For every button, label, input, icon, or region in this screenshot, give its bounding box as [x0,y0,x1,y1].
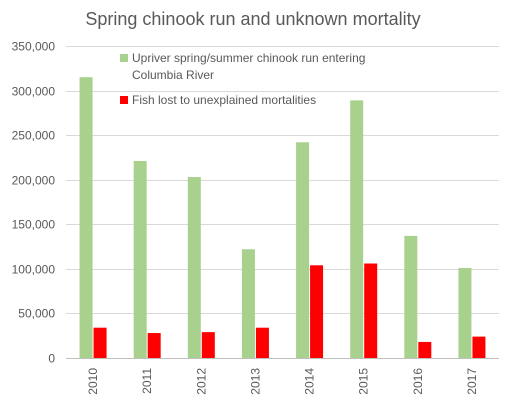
mortality-bar-2015 [364,263,378,358]
legend-swatch [120,54,128,62]
mortality-bar-2013 [255,327,269,358]
legend-label: Columbia River [132,68,214,82]
y-axis: 0 50,000 100,000 150,000 200,000 250,000 300,0… [12,40,56,366]
mortality-bar-2016 [418,341,432,358]
run-bar-2017 [458,267,472,358]
run-bar-2015 [350,100,364,359]
y-tick-label: 300,000 [12,85,56,99]
mortality-bar-2012 [201,332,215,358]
x-tick-label: 2012 [194,368,208,395]
y-tick-label: 200,000 [12,174,56,188]
y-tick-label: 150,000 [12,218,56,232]
x-tick-label: 2017 [465,368,479,395]
y-tick-label: 50,000 [18,307,55,321]
x-tick-label: 2011 [140,368,154,394]
x-tick-label: 2015 [357,368,371,395]
mortality-bar-2017 [472,336,486,358]
legend-label: Upriver spring/summer chinook run enteri… [132,51,365,65]
y-tick-label: 100,000 [12,263,56,277]
y-tick-label: 250,000 [12,129,56,143]
mortality-bar-2011 [147,333,161,358]
mortality-bar-2014 [310,265,324,358]
run-bar-2016 [404,235,418,358]
x-tick-label: 2013 [248,368,262,395]
x-tick-label: 2014 [303,368,317,395]
x-tick-label: 2016 [411,368,425,395]
x-axis: 2010 2011 2012 2013 2014 2015 2016 2017 [86,368,479,395]
legend-label: Fish lost to unexplained mortalities [132,93,316,107]
chart-title: Spring chinook run and unknown mortality [85,9,420,29]
y-tick-label: 350,000 [12,40,56,54]
run-bar-2012 [187,177,201,358]
bars [79,77,486,359]
run-bar-2011 [133,160,147,358]
run-bar-2010 [79,77,93,358]
legend-swatch [120,96,128,104]
run-bar-2013 [241,249,255,358]
legend: Upriver spring/summer chinook run enteri… [120,51,365,107]
run-bar-2014 [296,142,310,358]
mortality-bar-2010 [93,327,107,358]
y-tick-label: 0 [48,352,55,366]
x-tick-label: 2010 [86,368,100,395]
